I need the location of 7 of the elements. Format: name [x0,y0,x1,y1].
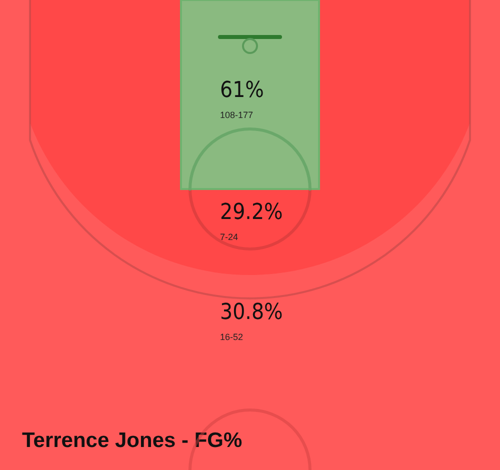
data-label: 30.8% [220,300,283,325]
data-label: 29.2% [220,200,283,225]
text: Terrence Jones - FG% [22,429,243,452]
data-label: 61% [220,78,264,103]
text: 16-52 [220,332,244,342]
text: 108-177 [220,110,254,120]
text: 7-24 [220,232,238,242]
